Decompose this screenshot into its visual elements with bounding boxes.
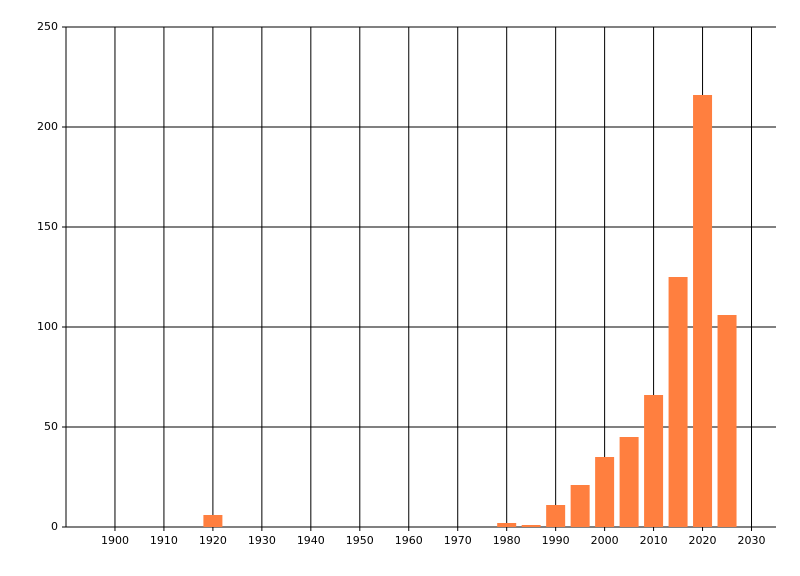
bar	[570, 485, 590, 527]
x-tick-label: 1900	[101, 534, 129, 547]
bar	[668, 277, 688, 527]
x-tick-label: 2000	[591, 534, 619, 547]
x-tick-label: 1950	[346, 534, 374, 547]
bar	[644, 395, 664, 527]
x-tick-label: 1970	[444, 534, 472, 547]
x-tick-label: 1960	[395, 534, 423, 547]
bar	[595, 457, 615, 527]
y-tick-label: 200	[37, 120, 58, 133]
x-tick-label: 1910	[150, 534, 178, 547]
bar	[546, 505, 566, 527]
bar	[497, 523, 517, 527]
y-tick-label: 250	[37, 20, 58, 33]
bar	[717, 315, 737, 527]
y-tick-label: 100	[37, 320, 58, 333]
bar	[693, 95, 713, 527]
x-tick-label: 1930	[248, 534, 276, 547]
x-tick-label: 2010	[640, 534, 668, 547]
bar	[521, 525, 541, 527]
y-tick-label: 150	[37, 220, 58, 233]
x-tick-label: 1980	[493, 534, 521, 547]
x-tick-label: 2030	[738, 534, 766, 547]
x-tick-label: 1940	[297, 534, 325, 547]
x-tick-label: 2020	[689, 534, 717, 547]
bar	[203, 515, 223, 527]
x-tick-label: 1990	[542, 534, 570, 547]
bar	[619, 437, 639, 527]
x-tick-label: 1920	[199, 534, 227, 547]
y-tick-label: 0	[51, 520, 58, 533]
y-tick-label: 50	[44, 420, 58, 433]
